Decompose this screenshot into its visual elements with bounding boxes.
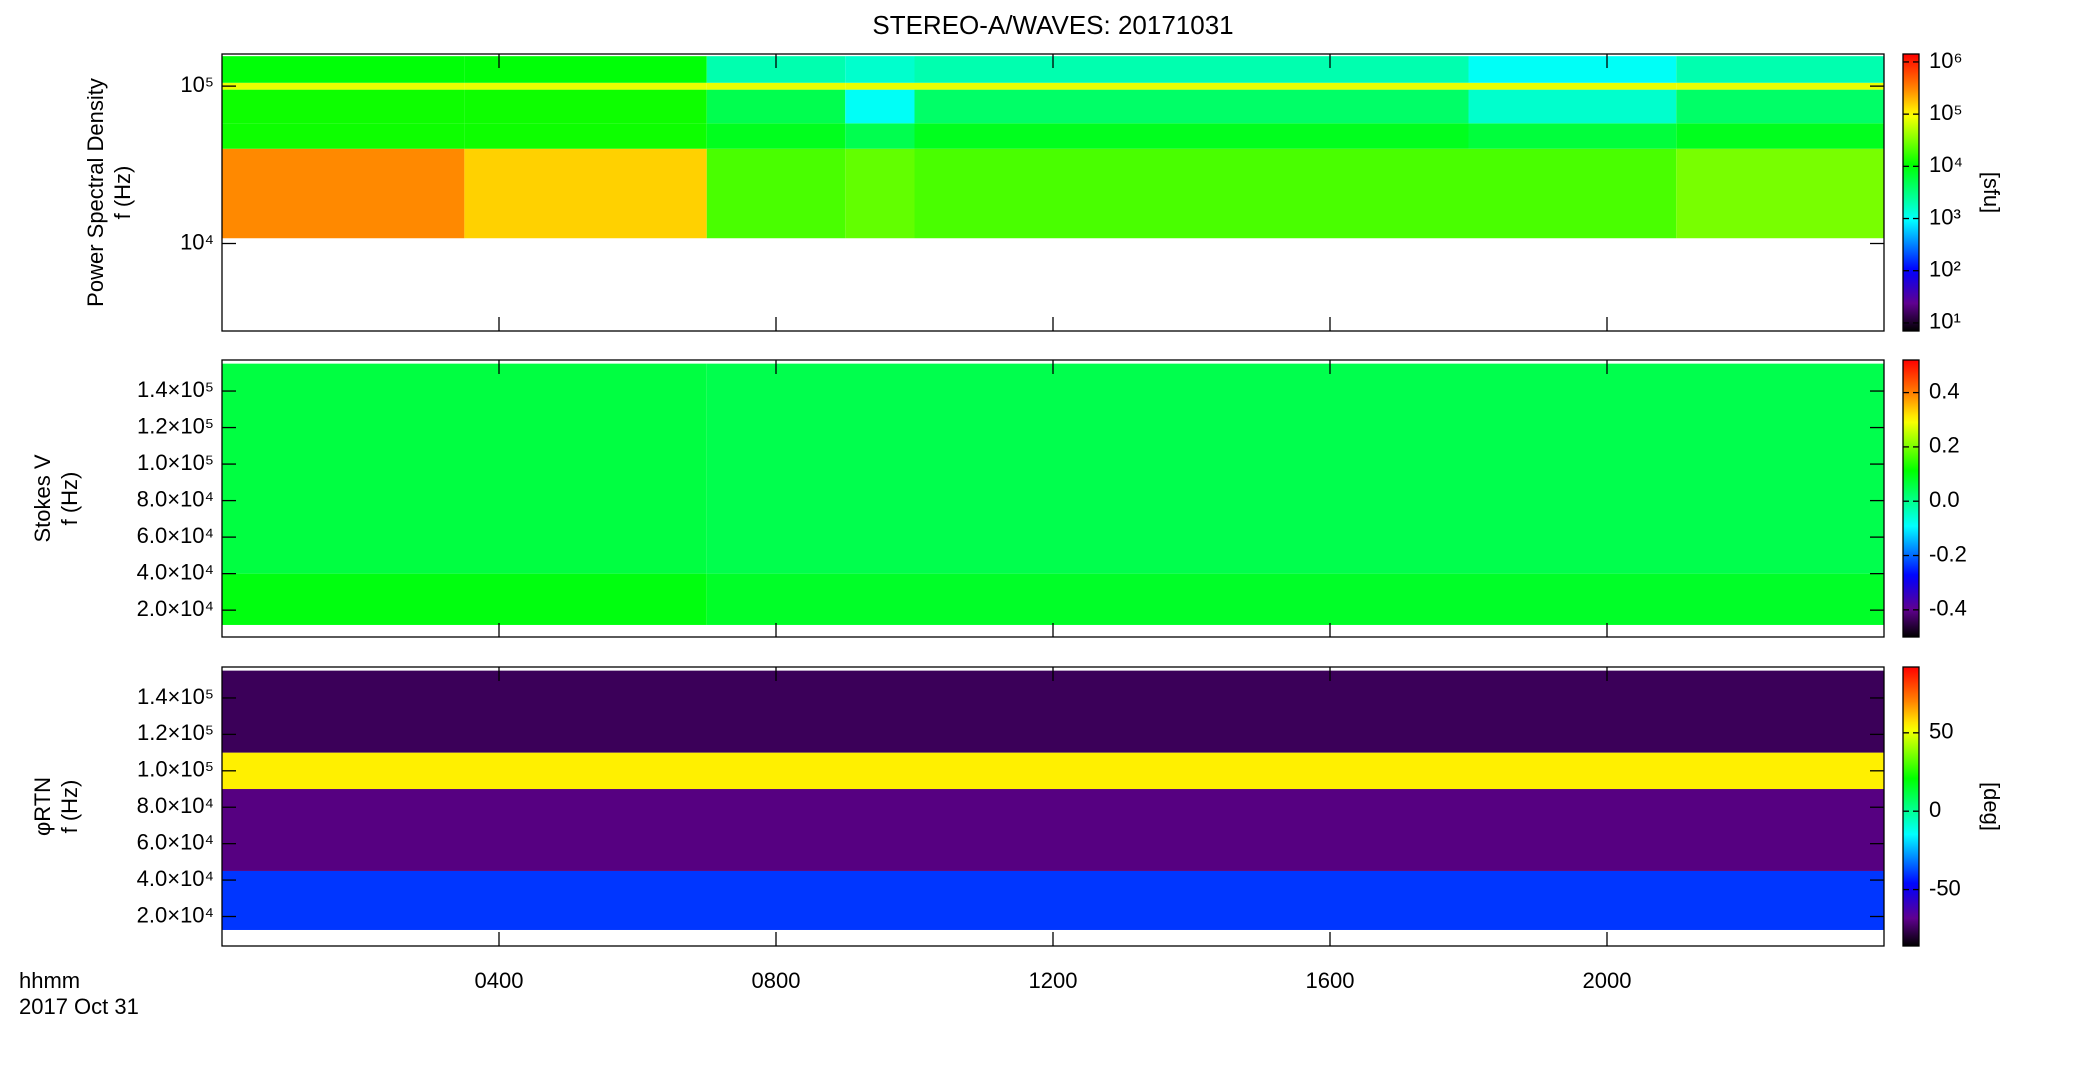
colorbar-tick-label: 10⁶ bbox=[1929, 48, 1963, 73]
heatmap-cell bbox=[914, 82, 1469, 90]
heatmap-cell bbox=[706, 82, 846, 90]
y-axis-label: f (Hz) bbox=[110, 166, 135, 220]
heatmap-cell bbox=[1468, 148, 1677, 239]
y-axis-label: φRTN bbox=[30, 777, 55, 836]
heatmap-cell bbox=[1468, 56, 1677, 83]
heatmap-cell bbox=[222, 870, 1884, 930]
y-tick-label: 6.0×10⁴ bbox=[137, 829, 214, 854]
x-tick-label: 2000 bbox=[1583, 968, 1632, 993]
heatmap-cell bbox=[464, 82, 707, 90]
heatmap-cell bbox=[222, 82, 465, 90]
x-tick-label: 1600 bbox=[1306, 968, 1355, 993]
y-axis-label: f (Hz) bbox=[57, 472, 82, 526]
heatmap-cell bbox=[1468, 123, 1677, 149]
y-tick-label: 6.0×10⁴ bbox=[137, 523, 214, 548]
heatmap-cell bbox=[845, 82, 915, 90]
y-tick-label: 10⁵ bbox=[180, 72, 214, 97]
heatmap-cell bbox=[222, 573, 707, 625]
heatmap-cell bbox=[845, 123, 915, 149]
y-tick-label: 1.2×10⁵ bbox=[137, 720, 214, 745]
heatmap-cell bbox=[845, 56, 915, 83]
heatmap-cell bbox=[914, 148, 1469, 239]
heatmap-cell bbox=[1676, 82, 1884, 90]
colorbar bbox=[1902, 53, 1920, 332]
heatmap-cell bbox=[845, 89, 915, 124]
heatmap-cell bbox=[222, 89, 465, 124]
y-tick-label: 10⁴ bbox=[180, 229, 214, 254]
y-tick-label: 8.0×10⁴ bbox=[137, 793, 214, 818]
heatmap-cell bbox=[222, 670, 1884, 753]
heatmap-cell bbox=[1676, 89, 1884, 124]
heatmap-cell bbox=[706, 148, 846, 239]
y-tick-label: 1.0×10⁵ bbox=[137, 757, 214, 782]
heatmap-cell bbox=[1468, 82, 1677, 90]
colorbar-tick-label: 10⁴ bbox=[1929, 152, 1963, 177]
colorbar-tick-label: 0.4 bbox=[1929, 378, 1960, 403]
colorbar-tick-label: 0.2 bbox=[1929, 433, 1960, 458]
y-axis-label: Stokes V bbox=[30, 454, 55, 542]
colorbar-tick-label: 50 bbox=[1929, 719, 1953, 744]
heatmap-cell bbox=[464, 148, 707, 239]
y-tick-label: 1.2×10⁵ bbox=[137, 413, 214, 438]
y-tick-label: 4.0×10⁴ bbox=[137, 866, 214, 891]
heatmap-cell bbox=[222, 123, 465, 149]
colorbar-tick-label: 0 bbox=[1929, 797, 1941, 822]
x-tick-label: 1200 bbox=[1029, 968, 1078, 993]
heatmap-cell bbox=[914, 123, 1469, 149]
heatmap-cell bbox=[706, 89, 846, 124]
y-tick-label: 1.4×10⁵ bbox=[137, 377, 214, 402]
colorbar bbox=[1902, 359, 1920, 638]
x-axis-label: hhmm bbox=[19, 968, 80, 993]
heatmap-cell bbox=[706, 573, 1884, 625]
heatmap-cell bbox=[222, 752, 1884, 790]
colorbar bbox=[1902, 666, 1920, 947]
heatmap-cell bbox=[845, 148, 915, 239]
heatmap-cell bbox=[706, 363, 1884, 574]
colorbar-tick-label: 10³ bbox=[1929, 204, 1961, 229]
colorbar-tick-label: 10² bbox=[1929, 257, 1961, 282]
y-tick-label: 2.0×10⁴ bbox=[137, 596, 214, 621]
y-tick-label: 8.0×10⁴ bbox=[137, 486, 214, 511]
heatmap-cell bbox=[914, 56, 1469, 83]
colorbar-tick-label: -0.2 bbox=[1929, 541, 1967, 566]
heatmap-cell bbox=[1468, 89, 1677, 124]
heatmap-cell bbox=[222, 363, 707, 574]
colorbar-label: [deg] bbox=[1979, 782, 2004, 831]
x-tick-label: 0400 bbox=[475, 968, 524, 993]
colorbar-tick-label: -0.4 bbox=[1929, 596, 1967, 621]
y-axis-label: f (Hz) bbox=[57, 780, 82, 834]
x-tick-label: 0800 bbox=[752, 968, 801, 993]
heatmap-cell bbox=[222, 148, 465, 239]
colorbar-tick-label: 10⁵ bbox=[1929, 100, 1963, 125]
y-tick-label: 1.0×10⁵ bbox=[137, 450, 214, 475]
heatmap-cell bbox=[706, 123, 846, 149]
heatmap-cell bbox=[1676, 56, 1884, 83]
heatmap-cell bbox=[222, 789, 1884, 871]
date-label: 2017 Oct 31 bbox=[19, 994, 139, 1019]
y-tick-label: 2.0×10⁴ bbox=[137, 902, 214, 927]
heatmap-cell bbox=[464, 123, 707, 149]
heatmap-cell bbox=[464, 56, 707, 83]
heatmap-cell bbox=[914, 89, 1469, 124]
colorbar-tick-label: 0.0 bbox=[1929, 487, 1960, 512]
y-tick-label: 4.0×10⁴ bbox=[137, 559, 214, 584]
colorbar-label: [sfu] bbox=[1979, 172, 2004, 214]
colorbar-tick-label: 10¹ bbox=[1929, 309, 1961, 334]
heatmap-cell bbox=[222, 56, 465, 83]
y-tick-label: 1.4×10⁵ bbox=[137, 684, 214, 709]
heatmap-cell bbox=[1676, 123, 1884, 149]
heatmap-cell bbox=[1676, 148, 1884, 239]
colorbar-tick-label: -50 bbox=[1929, 875, 1961, 900]
y-axis-label: Power Spectral Density bbox=[83, 78, 108, 307]
chart-title: STEREO-A/WAVES: 20171031 bbox=[872, 10, 1233, 40]
heatmap-cell bbox=[464, 89, 707, 124]
